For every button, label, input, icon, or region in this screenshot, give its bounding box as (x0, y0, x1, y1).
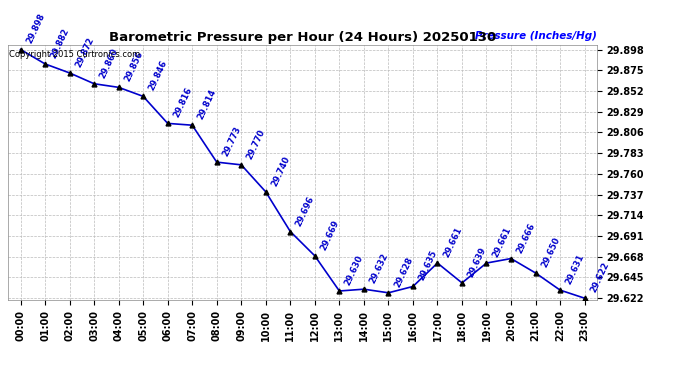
Text: 29.860: 29.860 (98, 46, 120, 80)
Text: 29.814: 29.814 (197, 88, 218, 121)
Text: 29.898: 29.898 (25, 12, 46, 45)
Text: 29.650: 29.650 (540, 236, 562, 269)
Text: 29.632: 29.632 (368, 252, 390, 285)
Text: 29.661: 29.661 (442, 226, 464, 259)
Text: 29.872: 29.872 (74, 36, 95, 69)
Text: 29.661: 29.661 (491, 226, 513, 259)
Text: 29.740: 29.740 (270, 154, 292, 188)
Text: 29.630: 29.630 (344, 254, 365, 287)
Text: 29.773: 29.773 (221, 125, 243, 158)
Text: 29.669: 29.669 (319, 219, 341, 252)
Text: 29.622: 29.622 (589, 261, 611, 294)
Text: 29.639: 29.639 (466, 246, 488, 279)
Text: Pressure (Inches/Hg): Pressure (Inches/Hg) (475, 31, 597, 41)
Text: 29.816: 29.816 (172, 86, 194, 119)
Text: 29.770: 29.770 (246, 128, 267, 160)
Text: 29.631: 29.631 (564, 253, 586, 286)
Text: 29.628: 29.628 (393, 255, 415, 289)
Title: Barometric Pressure per Hour (24 Hours) 20250130: Barometric Pressure per Hour (24 Hours) … (109, 31, 496, 44)
Text: 29.635: 29.635 (417, 249, 439, 282)
Text: 29.846: 29.846 (148, 59, 169, 92)
Text: 29.696: 29.696 (295, 194, 316, 227)
Text: 29.882: 29.882 (49, 27, 71, 60)
Text: Copyright 2015 Curtronics.com: Copyright 2015 Curtronics.com (9, 50, 140, 59)
Text: 29.666: 29.666 (515, 221, 537, 254)
Text: 29.856: 29.856 (123, 50, 145, 83)
